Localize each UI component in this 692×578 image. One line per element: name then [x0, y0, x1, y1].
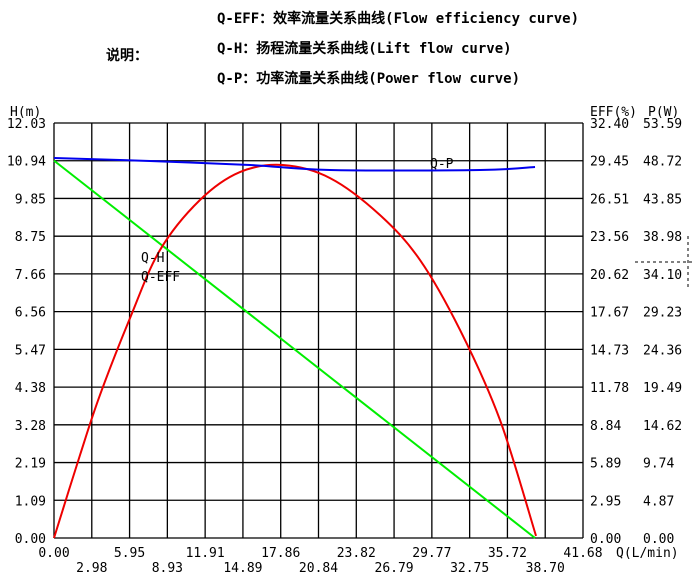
dashed-marker: [635, 236, 692, 290]
y-axis-label-eff: EFF(%): [590, 105, 637, 120]
h-tick-label: 1.09: [15, 494, 46, 509]
h-tick-label: 2.19: [15, 457, 46, 472]
legend-title: 说明：: [106, 48, 148, 64]
h-tick-label: 9.85: [15, 192, 46, 207]
x-tick-label: 14.89: [223, 561, 262, 576]
y-axis-label-p: P(W): [648, 105, 679, 120]
curve-label-q-p: Q-P: [430, 157, 454, 172]
x-tick-label: 29.77: [412, 546, 451, 561]
x-tick-label: 2.98: [76, 561, 107, 576]
p-tick-label: 38.98: [643, 230, 682, 245]
eff-tick-label: 0.00: [590, 532, 621, 547]
x-tick-label: 0.00: [38, 546, 69, 561]
x-tick-label: 20.84: [299, 561, 338, 576]
p-tick-label: 53.59: [643, 117, 682, 132]
x-tick-label: 8.93: [152, 561, 183, 576]
eff-tick-label: 2.95: [590, 494, 621, 509]
x-tick-label: 41.68: [563, 546, 602, 561]
eff-tick-label: 14.73: [590, 343, 629, 358]
legend-item-q-p: Q-P：功率流量关系曲线(Power flow curve): [217, 71, 521, 87]
p-tick-label: 24.36: [643, 343, 682, 358]
curve-label-q-eff: Q-EFF: [141, 270, 180, 285]
h-tick-label: 12.03: [7, 117, 46, 132]
h-tick-label: 10.94: [7, 155, 46, 170]
p-tick-label: 9.74: [643, 457, 674, 472]
eff-tick-label: 17.67: [590, 306, 629, 321]
p-tick-label: 14.62: [643, 419, 682, 434]
legend-item-q-eff: Q-EFF：效率流量关系曲线(Flow efficiency curve): [217, 11, 580, 27]
eff-tick-label: 20.62: [590, 268, 629, 283]
p-tick-label: 29.23: [643, 306, 682, 321]
h-tick-label: 7.66: [15, 268, 46, 283]
x-tick-label: 17.86: [261, 546, 300, 561]
legend-item-q-h: Q-H：扬程流量关系曲线(Lift flow curve): [217, 41, 512, 57]
x-tick-label: 32.75: [450, 561, 489, 576]
eff-tick-label: 29.45: [590, 155, 629, 170]
x-tick-label: 23.82: [337, 546, 376, 561]
p-tick-label: 43.85: [643, 192, 682, 207]
p-tick-label: 4.87: [643, 494, 674, 509]
tick-labels: 0.00 2.98 5.95 8.9311.9114.8917.8620.8423.8…: [7, 117, 682, 576]
x-tick-label: 11.91: [186, 546, 225, 561]
h-tick-label: 4.38: [15, 381, 46, 396]
eff-tick-label: 11.78: [590, 381, 629, 396]
h-tick-label: 5.47: [15, 343, 46, 358]
grid: [53, 122, 584, 539]
curves: [53, 157, 537, 539]
x-tick-label: 35.72: [488, 546, 527, 561]
x-tick-label: 5.95: [114, 546, 145, 561]
curve-label-q-h: Q-H: [141, 251, 164, 266]
x-tick-label: 26.79: [375, 561, 414, 576]
eff-tick-label: 32.40: [590, 117, 629, 132]
h-tick-label: 3.28: [15, 419, 46, 434]
eff-tick-label: 26.51: [590, 192, 629, 207]
p-tick-label: 19.49: [643, 381, 682, 396]
curve-q-h: [53, 159, 536, 539]
p-tick-label: 48.72: [643, 155, 682, 170]
h-tick-label: 8.75: [15, 230, 46, 245]
eff-tick-label: 5.89: [590, 457, 621, 472]
eff-tick-label: 8.84: [590, 419, 621, 434]
p-tick-label: 34.10: [643, 268, 682, 283]
x-tick-label: 38.70: [526, 561, 565, 576]
h-tick-label: 0.00: [15, 532, 46, 547]
curve-q-p: [53, 157, 536, 172]
h-tick-label: 6.56: [15, 306, 46, 321]
p-tick-label: 0.00: [643, 532, 674, 547]
x-axis-label: Q(L/min): [616, 546, 679, 561]
eff-tick-label: 23.56: [590, 230, 629, 245]
y-axis-label-h: H(m): [10, 105, 41, 120]
